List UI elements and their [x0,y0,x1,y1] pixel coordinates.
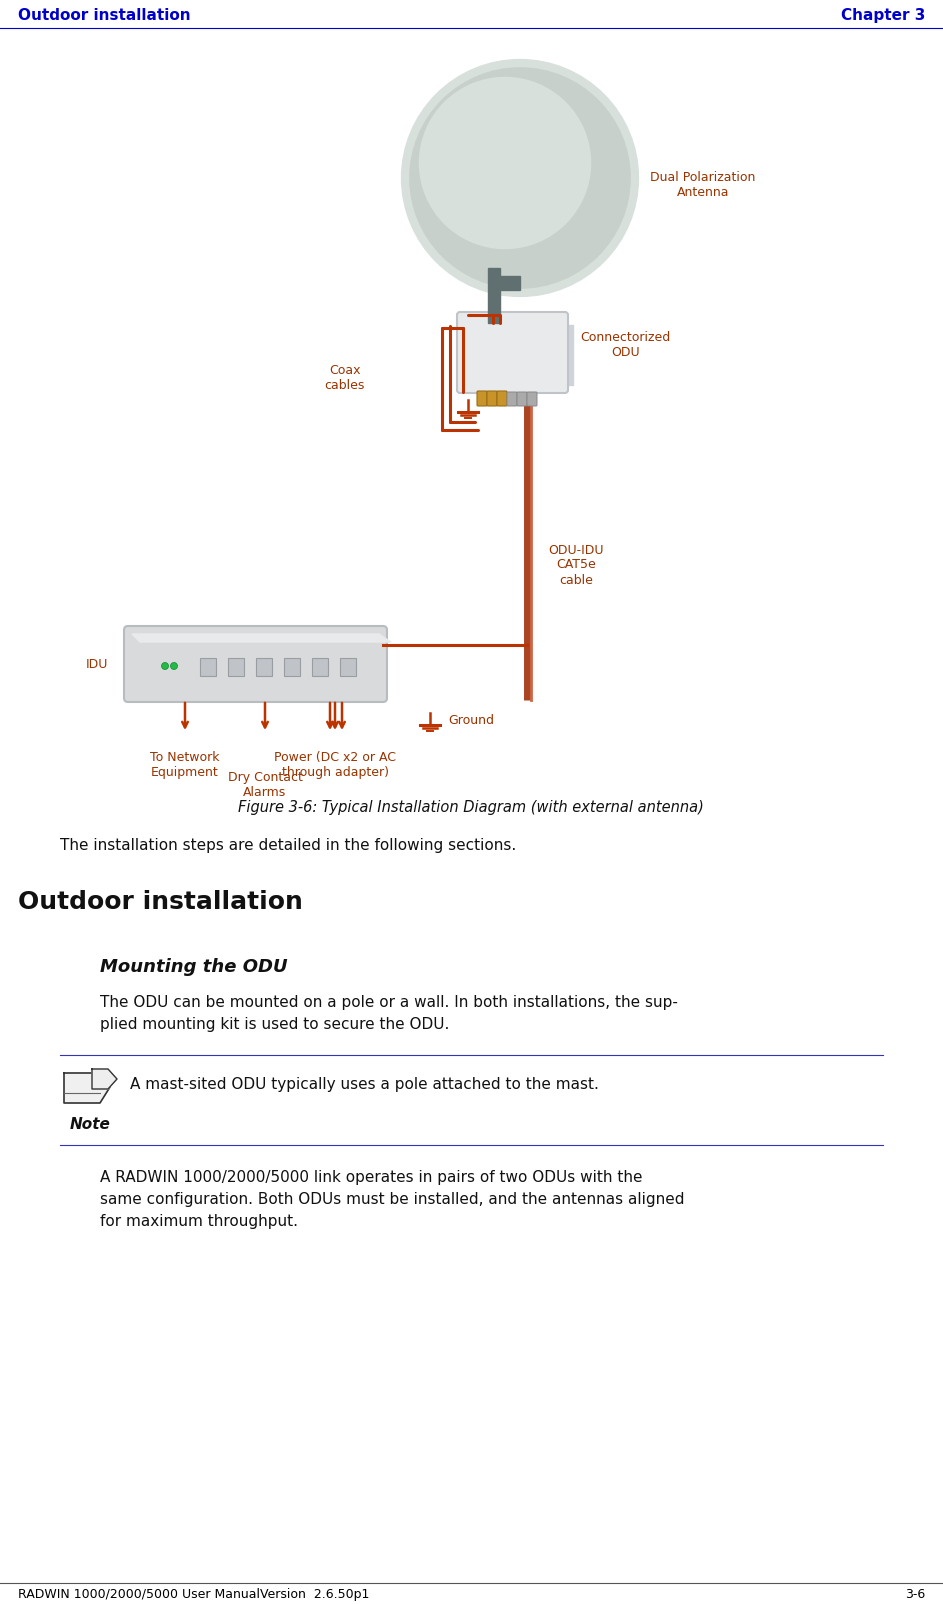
FancyBboxPatch shape [527,391,537,406]
FancyArrowPatch shape [262,703,268,728]
FancyArrowPatch shape [339,703,345,728]
Text: ODU-IDU
CAT5e
cable: ODU-IDU CAT5e cable [548,544,604,587]
FancyBboxPatch shape [477,391,487,406]
Text: for maximum throughput.: for maximum throughput. [100,1214,298,1229]
Text: Coax
cables: Coax cables [324,364,365,391]
Text: Outdoor installation: Outdoor installation [18,8,190,22]
FancyBboxPatch shape [340,658,356,675]
FancyBboxPatch shape [284,658,300,675]
Text: Mounting the ODU: Mounting the ODU [100,958,288,975]
Text: Ground: Ground [448,714,494,728]
Circle shape [419,77,591,249]
FancyArrowPatch shape [327,703,333,728]
Circle shape [161,662,169,669]
Text: 3-6: 3-6 [904,1588,925,1601]
Text: The installation steps are detailed in the following sections.: The installation steps are detailed in t… [60,837,516,853]
FancyBboxPatch shape [457,313,568,393]
Text: The ODU can be mounted on a pole or a wall. In both installations, the sup-: The ODU can be mounted on a pole or a wa… [100,994,678,1011]
Circle shape [171,662,177,669]
Text: To Network
Equipment: To Network Equipment [150,751,220,780]
FancyBboxPatch shape [517,391,527,406]
FancyBboxPatch shape [124,626,387,703]
Text: IDU: IDU [86,658,108,670]
FancyArrowPatch shape [332,703,338,728]
FancyBboxPatch shape [256,658,272,675]
Polygon shape [132,634,391,642]
FancyBboxPatch shape [228,658,244,675]
Text: same configuration. Both ODUs must be installed, and the antennas aligned: same configuration. Both ODUs must be in… [100,1192,685,1206]
Text: A RADWIN 1000/2000/5000 link operates in pairs of two ODUs with the: A RADWIN 1000/2000/5000 link operates in… [100,1169,642,1185]
FancyBboxPatch shape [487,391,497,406]
FancyBboxPatch shape [312,658,328,675]
Text: Chapter 3: Chapter 3 [840,8,925,22]
FancyArrowPatch shape [182,703,188,728]
Text: Figure 3-6: Typical Installation Diagram (with external antenna): Figure 3-6: Typical Installation Diagram… [238,800,703,815]
FancyBboxPatch shape [497,391,507,406]
Text: Power (DC x2 or AC
through adapter): Power (DC x2 or AC through adapter) [274,751,396,780]
Text: RADWIN 1000/2000/5000 User ManualVersion  2.6.50p1: RADWIN 1000/2000/5000 User ManualVersion… [18,1588,370,1601]
Polygon shape [92,1068,117,1089]
Text: Note: Note [70,1116,110,1132]
Polygon shape [500,276,520,290]
Polygon shape [64,1073,110,1104]
Text: A mast-sited ODU typically uses a pole attached to the mast.: A mast-sited ODU typically uses a pole a… [130,1076,599,1092]
Circle shape [405,63,635,294]
FancyBboxPatch shape [200,658,216,675]
FancyBboxPatch shape [507,391,517,406]
Text: Dual Polarization
Antenna: Dual Polarization Antenna [650,172,755,199]
Polygon shape [565,326,573,385]
Text: Dry Contact
Alarms: Dry Contact Alarms [227,772,303,799]
Text: Outdoor installation: Outdoor installation [18,890,303,914]
Text: Connectorized
ODU: Connectorized ODU [580,330,670,359]
Text: plied mounting kit is used to secure the ODU.: plied mounting kit is used to secure the… [100,1017,450,1031]
Polygon shape [488,268,500,322]
